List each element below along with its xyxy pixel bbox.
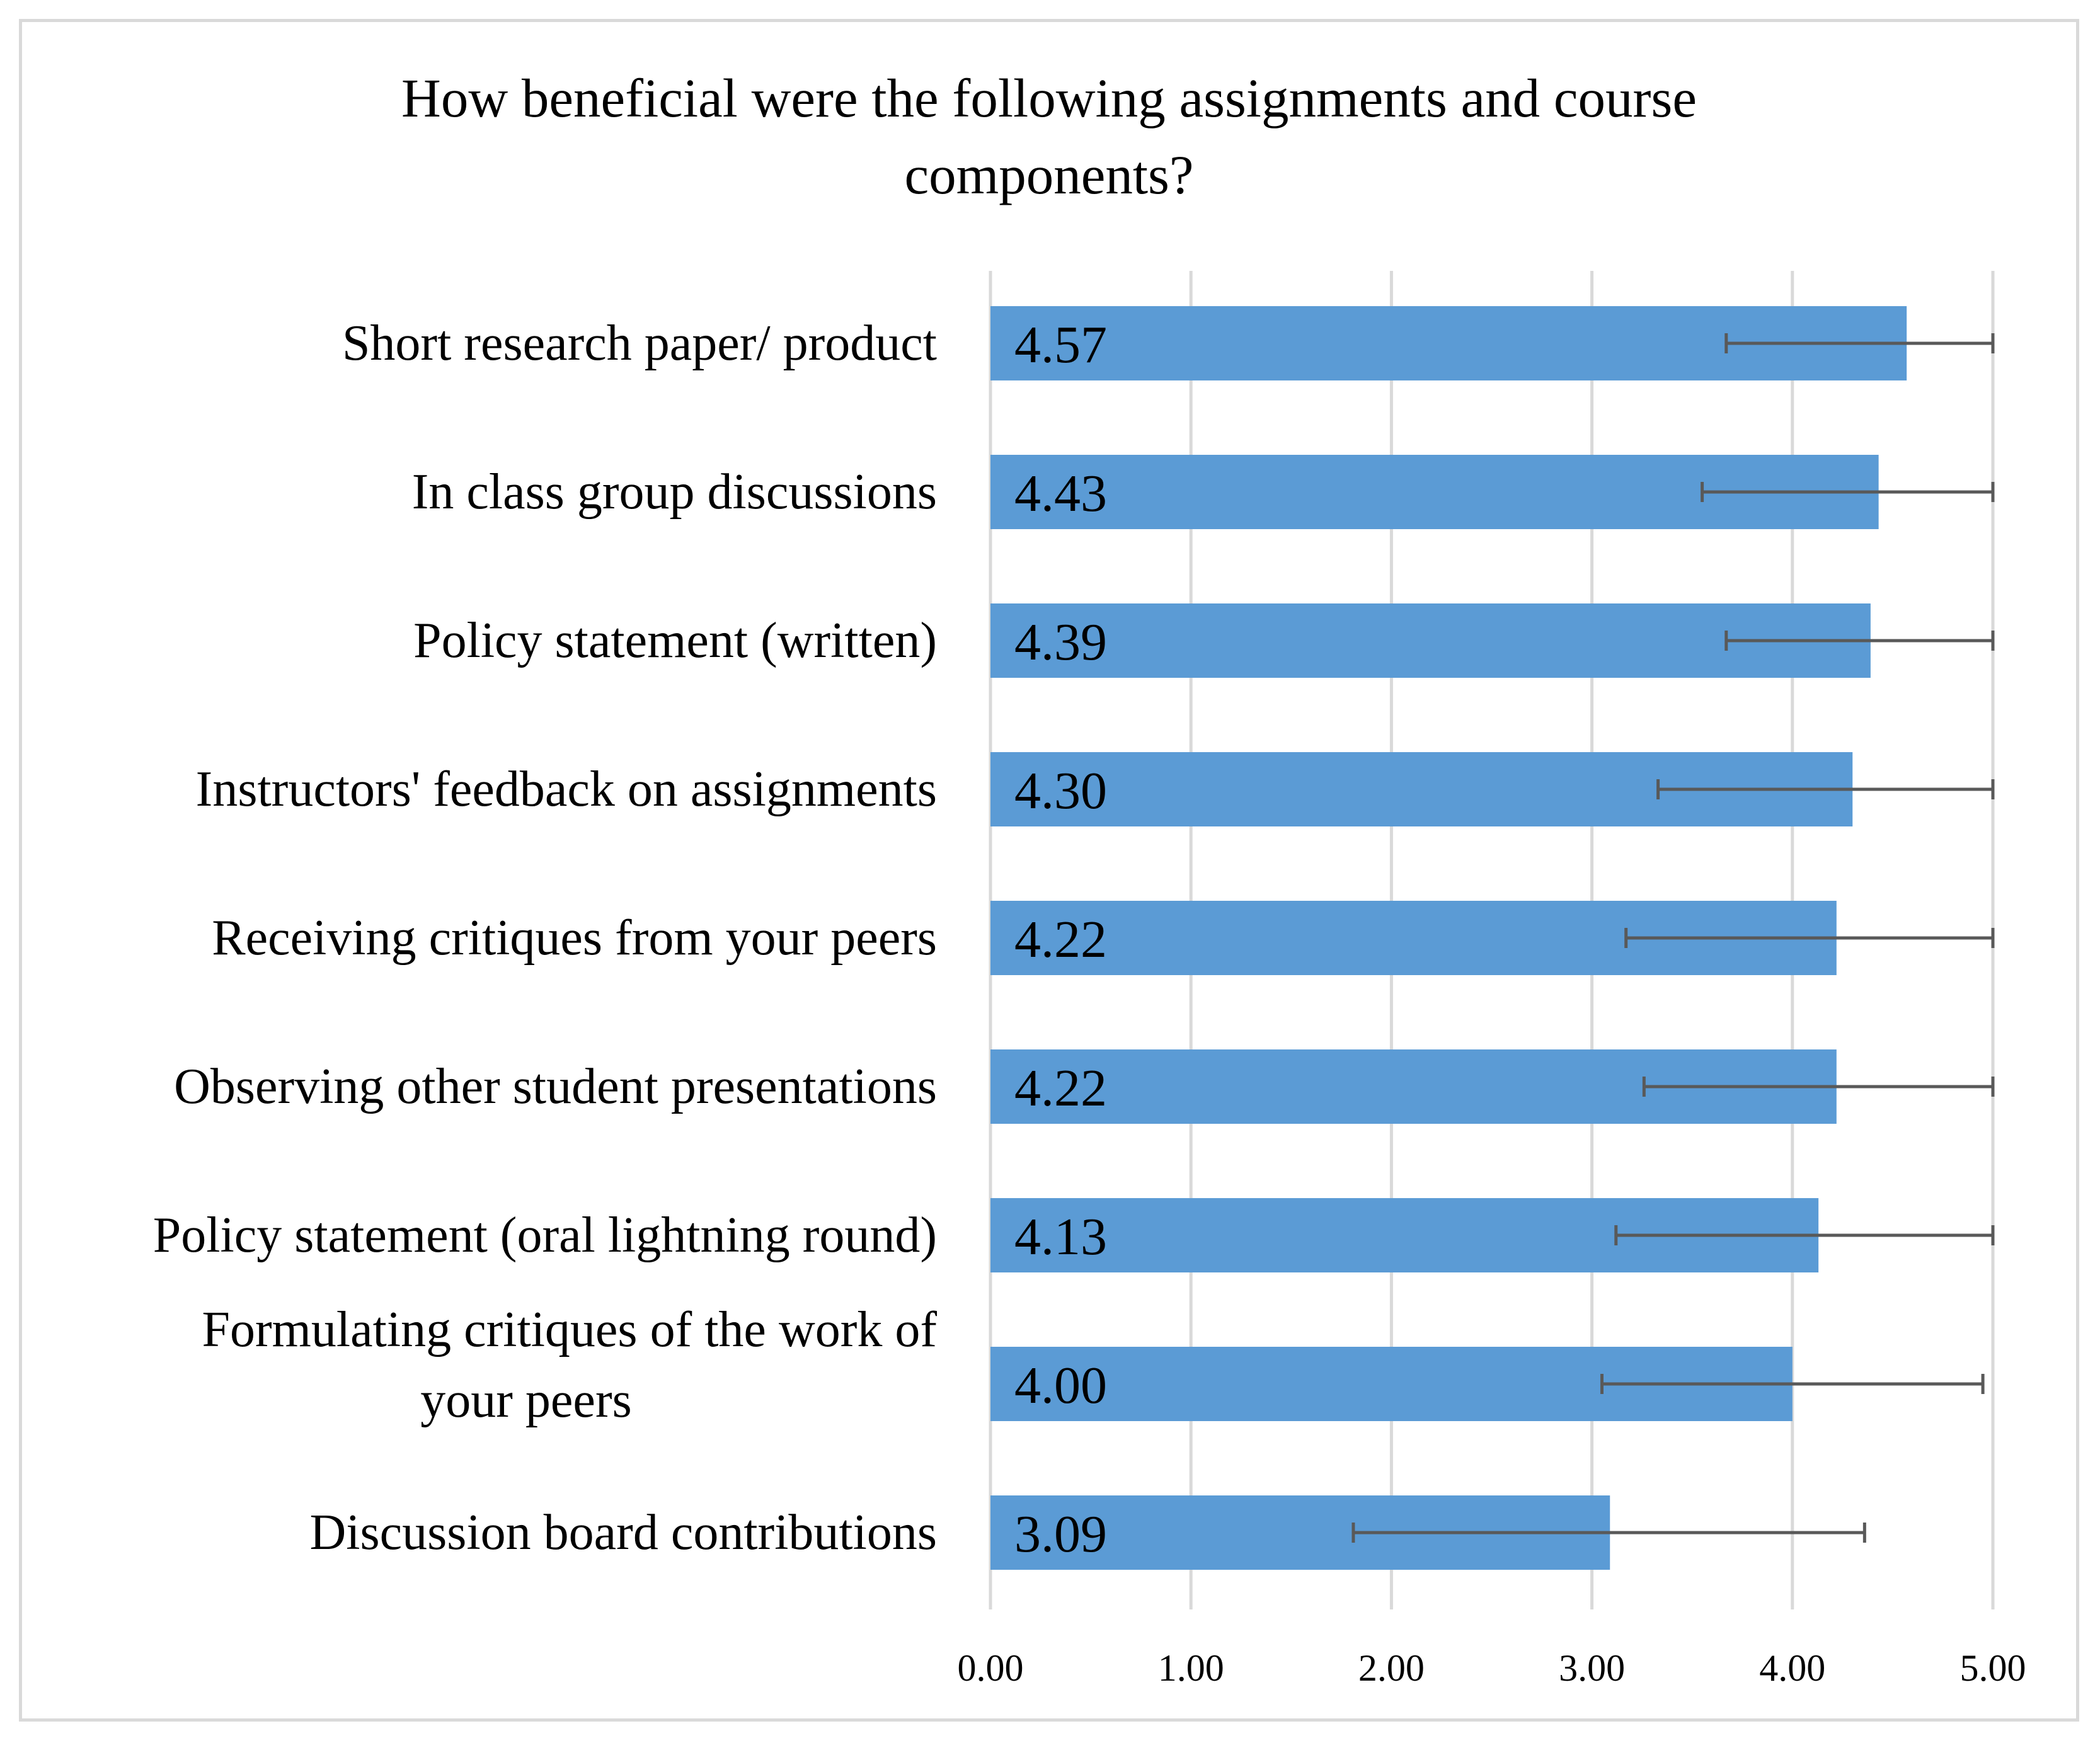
bar-value-label: 4.57 xyxy=(1014,316,1107,374)
category-label: Discussion board contributions xyxy=(310,1505,937,1560)
category-label: In class group discussions xyxy=(412,464,937,520)
x-tick-label: 0.00 xyxy=(958,1647,1024,1689)
bar xyxy=(990,603,1871,678)
bar-value-label: 4.22 xyxy=(1014,910,1107,969)
category-label: Policy statement (oral lightning round) xyxy=(153,1208,937,1263)
x-tick-label: 5.00 xyxy=(1960,1647,2026,1689)
x-tick-label: 3.00 xyxy=(1559,1647,1625,1689)
bar-value-label: 4.00 xyxy=(1014,1356,1107,1415)
category-label: your peers xyxy=(420,1373,631,1428)
category-label: Receiving critiques from your peers xyxy=(212,910,937,966)
bar-value-label: 4.43 xyxy=(1014,464,1107,523)
bar-value-label: 4.22 xyxy=(1014,1059,1107,1117)
category-label: Short research paper/ product xyxy=(342,316,937,371)
chart-title: How beneficial were the following assign… xyxy=(401,67,1697,205)
x-tick-label: 4.00 xyxy=(1759,1647,1825,1689)
bar-value-label: 3.09 xyxy=(1014,1505,1107,1563)
category-label: Instructors' feedback on assignments xyxy=(196,762,937,817)
bar-value-label: 4.30 xyxy=(1014,762,1107,820)
bar-value-label: 4.39 xyxy=(1014,613,1107,671)
category-label: Formulating critiques of the work of xyxy=(202,1302,938,1357)
bar-value-label: 4.13 xyxy=(1014,1208,1107,1266)
category-label: Policy statement (written) xyxy=(413,613,937,668)
chart-frame xyxy=(19,19,2079,1722)
x-tick-label: 1.00 xyxy=(1158,1647,1224,1689)
category-label: Observing other student presentations xyxy=(174,1059,937,1114)
x-tick-label: 2.00 xyxy=(1358,1647,1425,1689)
